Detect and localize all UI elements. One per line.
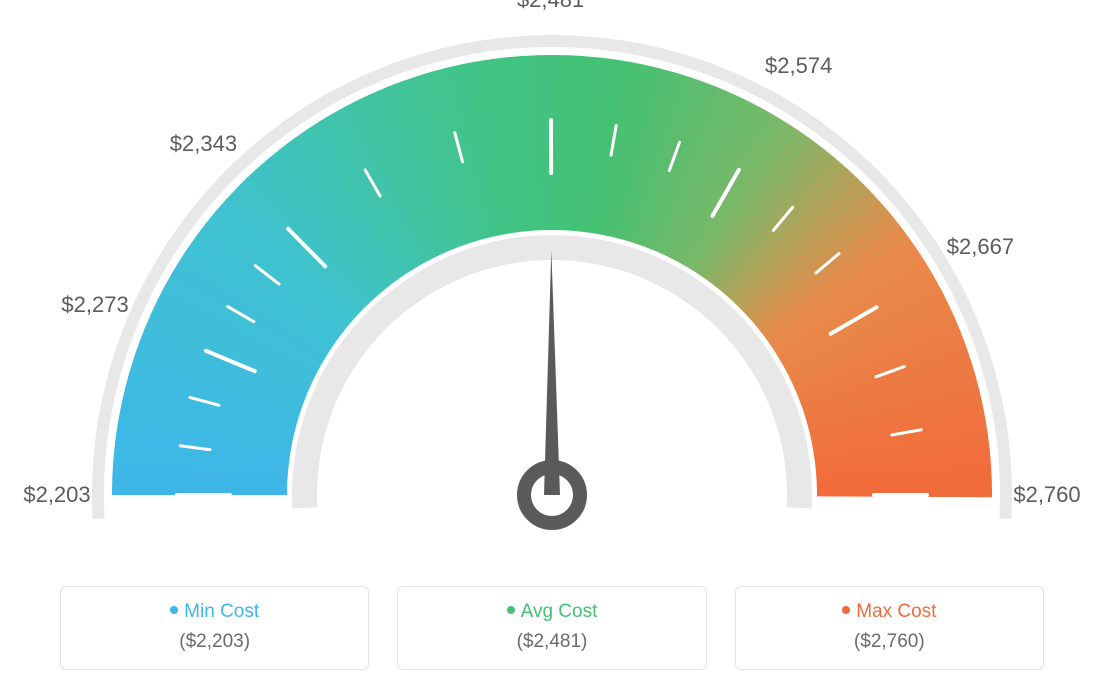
gauge-area: $2,203 $2,273 $2,343 $2,481 $2,574 $2,667 $2,7… bbox=[0, 0, 1104, 540]
legend-max-label: Max Cost bbox=[856, 601, 936, 622]
legend-card-avg: Avg Cost ($2,481) bbox=[397, 586, 706, 670]
chart-container: $2,203 $2,273 $2,343 $2,481 $2,574 $2,667 $2,7… bbox=[0, 0, 1104, 690]
gauge-tick-label: $2,574 bbox=[765, 53, 832, 79]
legend-title-min: Min Cost bbox=[61, 601, 368, 623]
gauge-tick-label: $2,203 bbox=[23, 482, 90, 508]
legend-card-min: Min Cost ($2,203) bbox=[60, 586, 369, 670]
gauge-tick-label: $2,343 bbox=[170, 131, 237, 157]
legend-min-value: ($2,203) bbox=[61, 631, 368, 653]
gauge-tick-label: $2,667 bbox=[947, 234, 1014, 260]
legend-avg-label: Avg Cost bbox=[521, 601, 598, 622]
dot-max-icon bbox=[842, 606, 850, 614]
legend-title-max: Max Cost bbox=[736, 601, 1043, 623]
legend-row: Min Cost ($2,203) Avg Cost ($2,481) Max … bbox=[0, 586, 1104, 670]
legend-card-max: Max Cost ($2,760) bbox=[735, 586, 1044, 670]
gauge-tick-label: $2,481 bbox=[517, 0, 584, 13]
legend-avg-value: ($2,481) bbox=[398, 631, 705, 653]
legend-min-label: Min Cost bbox=[184, 601, 259, 622]
gauge-tick-label: $2,273 bbox=[61, 292, 128, 318]
gauge-svg bbox=[0, 0, 1104, 540]
legend-max-value: ($2,760) bbox=[736, 631, 1043, 653]
dot-min-icon bbox=[170, 606, 178, 614]
gauge-tick-label: $2,760 bbox=[1013, 482, 1080, 508]
legend-title-avg: Avg Cost bbox=[398, 601, 705, 623]
dot-avg-icon bbox=[507, 606, 515, 614]
